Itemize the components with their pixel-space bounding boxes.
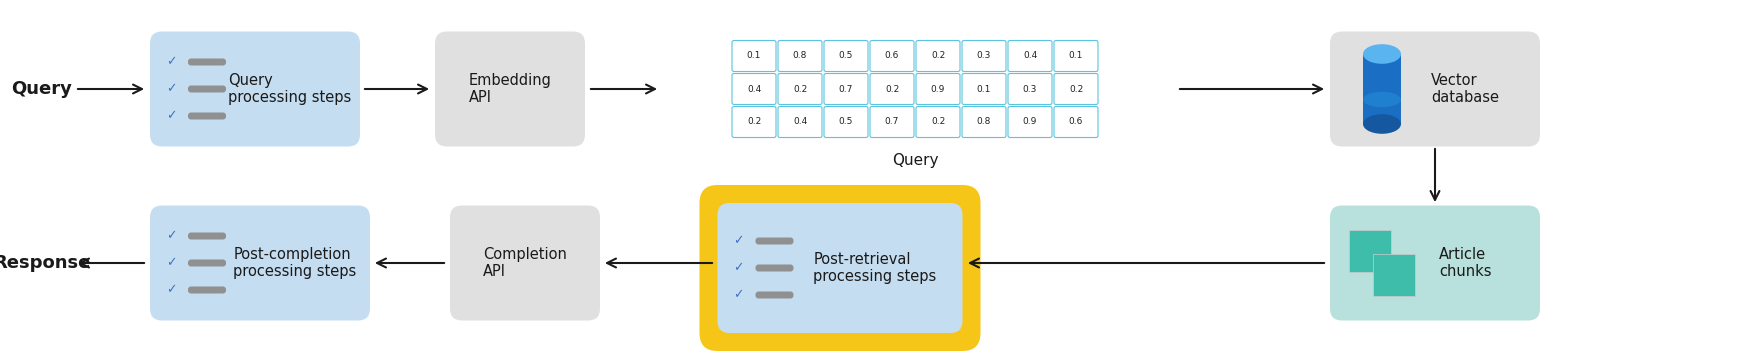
Ellipse shape <box>1363 114 1402 134</box>
FancyBboxPatch shape <box>755 291 794 298</box>
Text: 0.8: 0.8 <box>977 118 991 126</box>
FancyBboxPatch shape <box>188 59 225 66</box>
FancyBboxPatch shape <box>699 185 981 351</box>
Text: 0.5: 0.5 <box>838 52 852 60</box>
FancyBboxPatch shape <box>755 265 794 272</box>
Text: 0.4: 0.4 <box>1023 52 1037 60</box>
Text: 0.3: 0.3 <box>977 52 991 60</box>
FancyBboxPatch shape <box>1330 32 1541 146</box>
Text: 0.7: 0.7 <box>838 85 852 93</box>
Text: 0.2: 0.2 <box>932 52 946 60</box>
Text: Embedding
API: Embedding API <box>468 73 551 105</box>
Text: 0.5: 0.5 <box>838 118 852 126</box>
Text: 0.2: 0.2 <box>792 85 807 93</box>
FancyBboxPatch shape <box>962 40 1006 72</box>
Text: 0.4: 0.4 <box>747 85 761 93</box>
FancyBboxPatch shape <box>1007 106 1051 138</box>
Text: ✓: ✓ <box>166 82 176 95</box>
FancyBboxPatch shape <box>1055 40 1099 72</box>
FancyBboxPatch shape <box>150 205 370 320</box>
FancyBboxPatch shape <box>824 40 868 72</box>
Text: Query
processing steps: Query processing steps <box>229 73 352 105</box>
Text: ✓: ✓ <box>733 234 743 247</box>
Text: ✓: ✓ <box>166 284 176 297</box>
Text: ✓: ✓ <box>733 289 743 302</box>
FancyBboxPatch shape <box>1007 73 1051 105</box>
Text: 0.9: 0.9 <box>1023 118 1037 126</box>
Text: 0.1: 0.1 <box>747 52 761 60</box>
Text: 0.2: 0.2 <box>1069 85 1083 93</box>
Text: ✓: ✓ <box>733 261 743 274</box>
Text: ✓: ✓ <box>166 110 176 122</box>
FancyBboxPatch shape <box>188 113 225 119</box>
FancyBboxPatch shape <box>870 73 914 105</box>
Text: 0.6: 0.6 <box>884 52 900 60</box>
FancyBboxPatch shape <box>916 73 960 105</box>
FancyBboxPatch shape <box>1055 106 1099 138</box>
Text: 0.2: 0.2 <box>884 85 900 93</box>
FancyBboxPatch shape <box>733 40 777 72</box>
FancyBboxPatch shape <box>188 259 225 266</box>
FancyBboxPatch shape <box>824 106 868 138</box>
FancyBboxPatch shape <box>733 106 777 138</box>
Text: 0.2: 0.2 <box>747 118 761 126</box>
FancyBboxPatch shape <box>870 40 914 72</box>
FancyBboxPatch shape <box>870 106 914 138</box>
FancyBboxPatch shape <box>962 106 1006 138</box>
FancyBboxPatch shape <box>435 32 585 146</box>
FancyBboxPatch shape <box>916 40 960 72</box>
FancyBboxPatch shape <box>188 286 225 293</box>
Text: 0.2: 0.2 <box>932 118 946 126</box>
FancyBboxPatch shape <box>755 238 794 245</box>
Bar <box>1374 254 1416 296</box>
Text: 0.6: 0.6 <box>1069 118 1083 126</box>
Text: 0.3: 0.3 <box>1023 85 1037 93</box>
FancyBboxPatch shape <box>733 73 777 105</box>
FancyBboxPatch shape <box>778 106 822 138</box>
Text: Response: Response <box>0 254 90 272</box>
FancyBboxPatch shape <box>824 73 868 105</box>
Text: ✓: ✓ <box>166 257 176 270</box>
FancyBboxPatch shape <box>451 205 601 320</box>
FancyBboxPatch shape <box>962 73 1006 105</box>
Text: ✓: ✓ <box>166 230 176 243</box>
Ellipse shape <box>1363 92 1402 107</box>
FancyBboxPatch shape <box>1055 73 1099 105</box>
FancyBboxPatch shape <box>1007 40 1051 72</box>
FancyBboxPatch shape <box>717 203 963 333</box>
Text: 0.4: 0.4 <box>792 118 807 126</box>
Bar <box>1349 230 1391 272</box>
Ellipse shape <box>1363 44 1402 64</box>
Text: 0.8: 0.8 <box>792 52 807 60</box>
Text: Vector
database: Vector database <box>1432 73 1499 105</box>
FancyBboxPatch shape <box>188 86 225 93</box>
FancyBboxPatch shape <box>150 32 359 146</box>
Text: Post-completion
processing steps: Post-completion processing steps <box>234 247 357 279</box>
FancyBboxPatch shape <box>778 40 822 72</box>
Bar <box>1363 54 1402 124</box>
FancyBboxPatch shape <box>916 106 960 138</box>
Text: Completion
API: Completion API <box>483 247 567 279</box>
FancyBboxPatch shape <box>1330 205 1541 320</box>
Text: 0.1: 0.1 <box>977 85 991 93</box>
FancyBboxPatch shape <box>188 232 225 239</box>
Text: 0.7: 0.7 <box>884 118 900 126</box>
Text: Post-retrieval
processing steps: Post-retrieval processing steps <box>814 252 937 284</box>
Text: ✓: ✓ <box>166 55 176 68</box>
FancyBboxPatch shape <box>778 73 822 105</box>
Text: Query: Query <box>12 80 72 98</box>
Text: Query: Query <box>891 153 939 168</box>
Text: Article
chunks: Article chunks <box>1439 247 1492 279</box>
Text: 0.9: 0.9 <box>932 85 946 93</box>
Text: 0.1: 0.1 <box>1069 52 1083 60</box>
